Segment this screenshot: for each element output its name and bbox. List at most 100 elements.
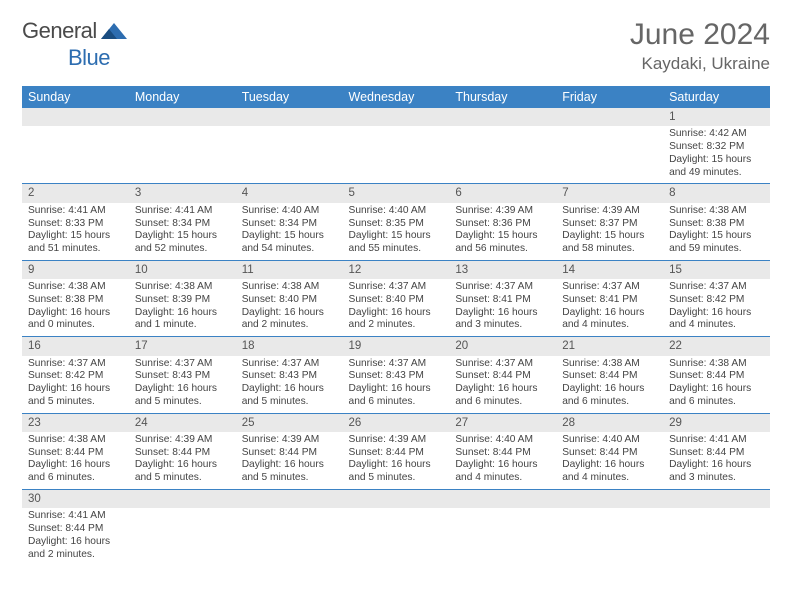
day-number-empty [663, 490, 770, 508]
day-cell [236, 489, 343, 565]
day-cell: 22Sunrise: 4:38 AMSunset: 8:44 PMDayligh… [663, 337, 770, 413]
sunset-line: Sunset: 8:44 PM [455, 447, 530, 458]
sunset-line: Sunset: 8:43 PM [349, 370, 424, 381]
sunrise-line: Sunrise: 4:37 AM [135, 358, 213, 369]
day-cell: 18Sunrise: 4:37 AMSunset: 8:43 PMDayligh… [236, 337, 343, 413]
day-cell: 6Sunrise: 4:39 AMSunset: 8:36 PMDaylight… [449, 184, 556, 260]
daylight-line: Daylight: 16 hours and 2 minutes. [242, 307, 324, 331]
weekday-row: Sunday Monday Tuesday Wednesday Thursday… [22, 86, 770, 108]
day-cell: 30Sunrise: 4:41 AMSunset: 8:44 PMDayligh… [22, 489, 129, 565]
day-cell: 27Sunrise: 4:40 AMSunset: 8:44 PMDayligh… [449, 413, 556, 489]
sunrise-line: Sunrise: 4:39 AM [242, 434, 320, 445]
sunrise-line: Sunrise: 4:39 AM [135, 434, 213, 445]
day-body: Sunrise: 4:38 AMSunset: 8:38 PMDaylight:… [22, 279, 129, 336]
sunrise-line: Sunrise: 4:37 AM [242, 358, 320, 369]
col-saturday: Saturday [663, 86, 770, 108]
day-body: Sunrise: 4:37 AMSunset: 8:40 PMDaylight:… [343, 279, 450, 336]
page: General Blue June 2024 Kaydaki, Ukraine … [0, 0, 792, 575]
day-number: 4 [236, 184, 343, 202]
day-number: 9 [22, 261, 129, 279]
daylight-line: Daylight: 15 hours and 56 minutes. [455, 230, 537, 254]
sunrise-line: Sunrise: 4:40 AM [349, 205, 427, 216]
month-title: June 2024 [630, 18, 770, 52]
day-body: Sunrise: 4:37 AMSunset: 8:41 PMDaylight:… [556, 279, 663, 336]
sunset-line: Sunset: 8:42 PM [28, 370, 103, 381]
day-cell: 15Sunrise: 4:37 AMSunset: 8:42 PMDayligh… [663, 260, 770, 336]
sunset-line: Sunset: 8:44 PM [455, 370, 530, 381]
day-body: Sunrise: 4:37 AMSunset: 8:42 PMDaylight:… [22, 356, 129, 413]
sunset-line: Sunset: 8:44 PM [669, 447, 744, 458]
day-number-empty [343, 108, 450, 126]
day-number: 17 [129, 337, 236, 355]
day-cell: 7Sunrise: 4:39 AMSunset: 8:37 PMDaylight… [556, 184, 663, 260]
day-number-empty [449, 108, 556, 126]
day-body: Sunrise: 4:37 AMSunset: 8:41 PMDaylight:… [449, 279, 556, 336]
day-cell [449, 108, 556, 184]
daylight-line: Daylight: 16 hours and 6 minutes. [669, 383, 751, 407]
sunrise-line: Sunrise: 4:39 AM [455, 205, 533, 216]
day-cell: 1Sunrise: 4:42 AMSunset: 8:32 PMDaylight… [663, 108, 770, 184]
day-cell: 23Sunrise: 4:38 AMSunset: 8:44 PMDayligh… [22, 413, 129, 489]
day-number-empty [236, 108, 343, 126]
daylight-line: Daylight: 15 hours and 52 minutes. [135, 230, 217, 254]
daylight-line: Daylight: 16 hours and 4 minutes. [669, 307, 751, 331]
sunset-line: Sunset: 8:40 PM [242, 294, 317, 305]
sunrise-line: Sunrise: 4:38 AM [669, 358, 747, 369]
daylight-line: Daylight: 16 hours and 5 minutes. [242, 383, 324, 407]
day-cell [343, 108, 450, 184]
sunset-line: Sunset: 8:43 PM [135, 370, 210, 381]
sunrise-line: Sunrise: 4:41 AM [28, 510, 106, 521]
daylight-line: Daylight: 15 hours and 54 minutes. [242, 230, 324, 254]
sunrise-line: Sunrise: 4:38 AM [242, 281, 320, 292]
flag-icon [101, 19, 127, 45]
sunrise-line: Sunrise: 4:42 AM [669, 128, 747, 139]
daylight-line: Daylight: 16 hours and 0 minutes. [28, 307, 110, 331]
sunset-line: Sunset: 8:41 PM [455, 294, 530, 305]
sunrise-line: Sunrise: 4:41 AM [28, 205, 106, 216]
sunrise-line: Sunrise: 4:39 AM [562, 205, 640, 216]
sunrise-line: Sunrise: 4:41 AM [669, 434, 747, 445]
week-row: 30Sunrise: 4:41 AMSunset: 8:44 PMDayligh… [22, 489, 770, 565]
daylight-line: Daylight: 15 hours and 49 minutes. [669, 154, 751, 178]
sunrise-line: Sunrise: 4:37 AM [669, 281, 747, 292]
day-cell: 4Sunrise: 4:40 AMSunset: 8:34 PMDaylight… [236, 184, 343, 260]
header: General Blue June 2024 Kaydaki, Ukraine [22, 18, 770, 74]
day-body: Sunrise: 4:41 AMSunset: 8:33 PMDaylight:… [22, 203, 129, 260]
daylight-line: Daylight: 16 hours and 5 minutes. [349, 459, 431, 483]
sunset-line: Sunset: 8:34 PM [242, 218, 317, 229]
day-body: Sunrise: 4:37 AMSunset: 8:43 PMDaylight:… [236, 356, 343, 413]
day-number-empty [236, 490, 343, 508]
sunrise-line: Sunrise: 4:39 AM [349, 434, 427, 445]
day-cell: 3Sunrise: 4:41 AMSunset: 8:34 PMDaylight… [129, 184, 236, 260]
day-body: Sunrise: 4:40 AMSunset: 8:44 PMDaylight:… [449, 432, 556, 489]
daylight-line: Daylight: 16 hours and 5 minutes. [135, 383, 217, 407]
sunset-line: Sunset: 8:38 PM [28, 294, 103, 305]
day-body: Sunrise: 4:42 AMSunset: 8:32 PMDaylight:… [663, 126, 770, 183]
day-number: 7 [556, 184, 663, 202]
title-block: June 2024 Kaydaki, Ukraine [630, 18, 770, 74]
sunset-line: Sunset: 8:36 PM [455, 218, 530, 229]
day-cell: 21Sunrise: 4:38 AMSunset: 8:44 PMDayligh… [556, 337, 663, 413]
sunset-line: Sunset: 8:44 PM [242, 447, 317, 458]
day-cell: 19Sunrise: 4:37 AMSunset: 8:43 PMDayligh… [343, 337, 450, 413]
day-cell [449, 489, 556, 565]
daylight-line: Daylight: 15 hours and 51 minutes. [28, 230, 110, 254]
day-cell: 28Sunrise: 4:40 AMSunset: 8:44 PMDayligh… [556, 413, 663, 489]
day-body: Sunrise: 4:37 AMSunset: 8:44 PMDaylight:… [449, 356, 556, 413]
sunset-line: Sunset: 8:41 PM [562, 294, 637, 305]
week-row: 2Sunrise: 4:41 AMSunset: 8:33 PMDaylight… [22, 184, 770, 260]
day-cell [236, 108, 343, 184]
brand-text: General Blue [22, 18, 127, 71]
day-number: 13 [449, 261, 556, 279]
day-body: Sunrise: 4:38 AMSunset: 8:44 PMDaylight:… [663, 356, 770, 413]
day-cell: 29Sunrise: 4:41 AMSunset: 8:44 PMDayligh… [663, 413, 770, 489]
day-number: 23 [22, 414, 129, 432]
day-body: Sunrise: 4:37 AMSunset: 8:42 PMDaylight:… [663, 279, 770, 336]
day-number: 29 [663, 414, 770, 432]
daylight-line: Daylight: 16 hours and 6 minutes. [28, 459, 110, 483]
day-number: 22 [663, 337, 770, 355]
day-body: Sunrise: 4:38 AMSunset: 8:44 PMDaylight:… [556, 356, 663, 413]
daylight-line: Daylight: 16 hours and 3 minutes. [455, 307, 537, 331]
day-number: 12 [343, 261, 450, 279]
day-number-empty [22, 108, 129, 126]
